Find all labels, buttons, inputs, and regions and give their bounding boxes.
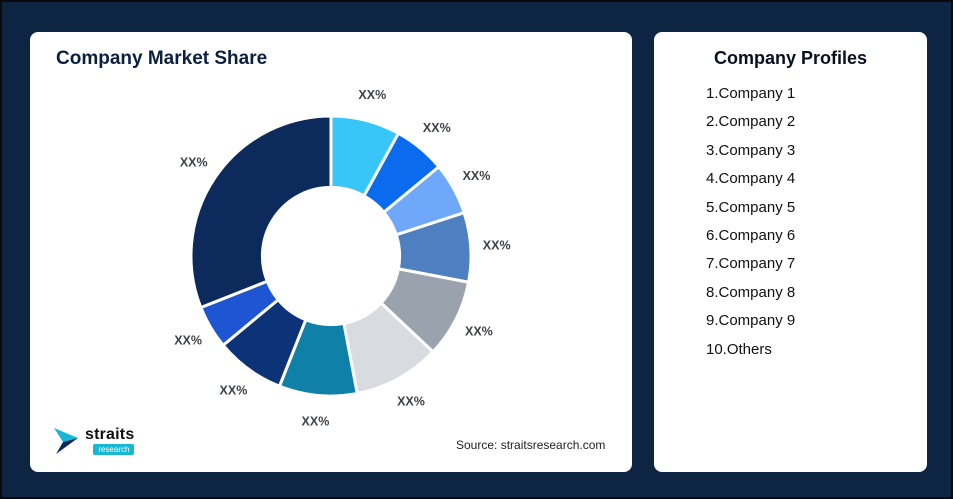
slice-label-company-4: XX% [483, 239, 511, 253]
slice-label-company-2: XX% [423, 121, 451, 135]
profile-item-6: 6.Company 6 [706, 227, 796, 245]
slice-label-company-6: XX% [397, 395, 425, 409]
slice-label-company-7: XX% [302, 414, 330, 428]
profiles-title: Company Profiles [713, 48, 868, 68]
company-profiles-card: Company Profiles 1.Company 1 2.Company 2… [654, 32, 927, 472]
slice-label-others: XX% [180, 156, 208, 170]
source-text: Source: straitsresearch.com [456, 438, 606, 452]
donut-slice-others [189, 114, 333, 310]
slice-label-company-8: XX% [220, 383, 248, 397]
profile-item-10: 10.Others [706, 340, 772, 358]
logo-subtext: research [93, 444, 135, 455]
logo-name: straits [85, 426, 135, 443]
profile-item-5: 5.Company 5 [706, 198, 796, 216]
profile-item-1: 1.Company 1 [706, 85, 796, 102]
profile-item-3: 3.Company 3 [706, 141, 796, 159]
slice-label-company-1: XX% [358, 88, 386, 102]
company-profiles-list: 1.Company 1 2.Company 2 3.Company 3 4.Co… [706, 80, 795, 364]
profile-item-2: 2.Company 2 [706, 113, 796, 131]
straits-logo: straits research [54, 426, 135, 456]
slice-label-company-9: XX% [174, 334, 202, 348]
profile-item-9: 9.Company 9 [706, 312, 796, 330]
slice-label-company-3: XX% [463, 169, 491, 183]
profile-item-8: 8.Company 8 [706, 283, 796, 301]
profile-item-4: 4.Company 4 [706, 170, 796, 188]
chart-title: Company Market Share [56, 48, 268, 69]
slice-label-company-5: XX% [465, 324, 493, 338]
profile-item-7: 7.Company 7 [706, 255, 796, 273]
market-share-card: Company Market Share XX% XX% XX% XX% XX% XX% X… [30, 32, 632, 472]
logo-icon [54, 428, 78, 454]
donut-chart: XX% XX% XX% XX% XX% XX% XX% XX% XX% XX% [174, 88, 511, 428]
logo-texts: straits research [85, 426, 135, 455]
